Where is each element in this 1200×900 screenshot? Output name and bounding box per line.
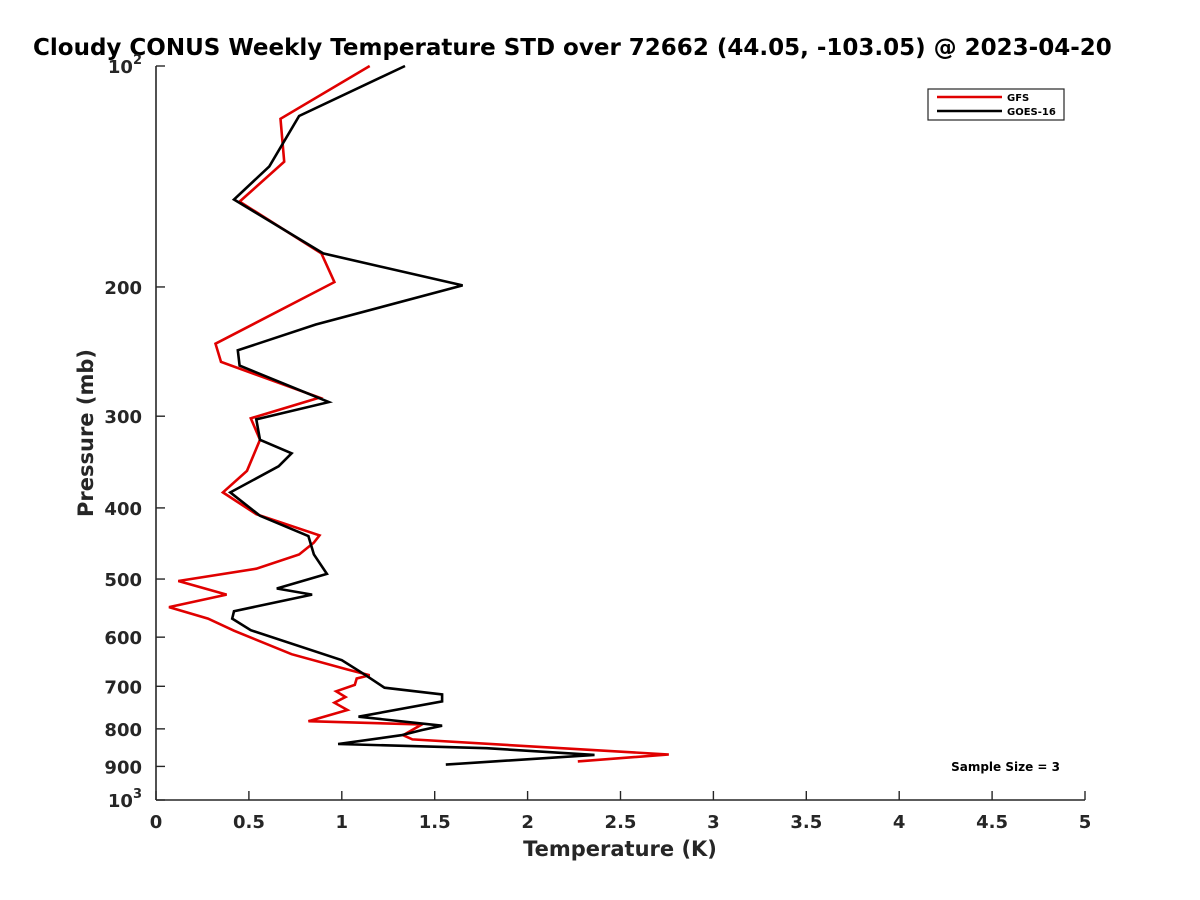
- x-tick-label: 1.5: [419, 812, 451, 833]
- series-line-goes-16: [227, 64, 595, 766]
- y-axis-label: Pressure (mb): [74, 349, 98, 517]
- y-tick-label-exponent: 3: [133, 787, 142, 802]
- legend-label-goes-16: GOES-16: [1007, 107, 1056, 118]
- x-tick-label: 2: [521, 812, 534, 833]
- x-tick-label: 4: [893, 812, 906, 833]
- series-line-gfs: [168, 64, 669, 763]
- x-tick-label: 0: [150, 812, 163, 833]
- x-tick-label: 5: [1079, 812, 1092, 833]
- y-tick-label: 400: [104, 499, 142, 520]
- y-tick-label: 900: [104, 757, 142, 778]
- x-tick-label: 0.5: [233, 812, 265, 833]
- x-tick-label: 4.5: [976, 812, 1008, 833]
- y-tick-label: 700: [104, 677, 142, 698]
- series-layer: [168, 64, 669, 766]
- x-axis-label: Temperature (K): [523, 837, 717, 861]
- legend-box: [927, 88, 1065, 121]
- y-tick-label: 300: [104, 407, 142, 428]
- y-tick-label-exponent: 2: [133, 53, 142, 68]
- chart-title: Cloudy CONUS Weekly Temperature STD over…: [33, 35, 1112, 61]
- x-tick-label: 1: [336, 812, 349, 833]
- y-tick-label: 800: [104, 720, 142, 741]
- sample-size-annotation: Sample Size = 3: [951, 760, 1060, 774]
- x-tick-label: 3: [707, 812, 720, 833]
- x-ticks: 0 0.5 1 1.5 2 2.5 3 3.5 4 4.5 5: [150, 791, 1092, 833]
- y-tick-label: 102: [108, 53, 142, 78]
- x-tick-label: 3.5: [790, 812, 822, 833]
- x-tick-label: 2.5: [605, 812, 637, 833]
- legend: GFS GOES-16: [927, 88, 1065, 121]
- legend-label-gfs: GFS: [1007, 93, 1029, 104]
- y-tick-label-base: 10: [108, 57, 133, 78]
- y-tick-label: 600: [104, 628, 142, 649]
- y-tick-label: 200: [104, 278, 142, 299]
- y-tick-label: 500: [104, 570, 142, 591]
- y-tick-label: 103: [108, 787, 142, 812]
- y-tick-label-base: 10: [108, 791, 133, 812]
